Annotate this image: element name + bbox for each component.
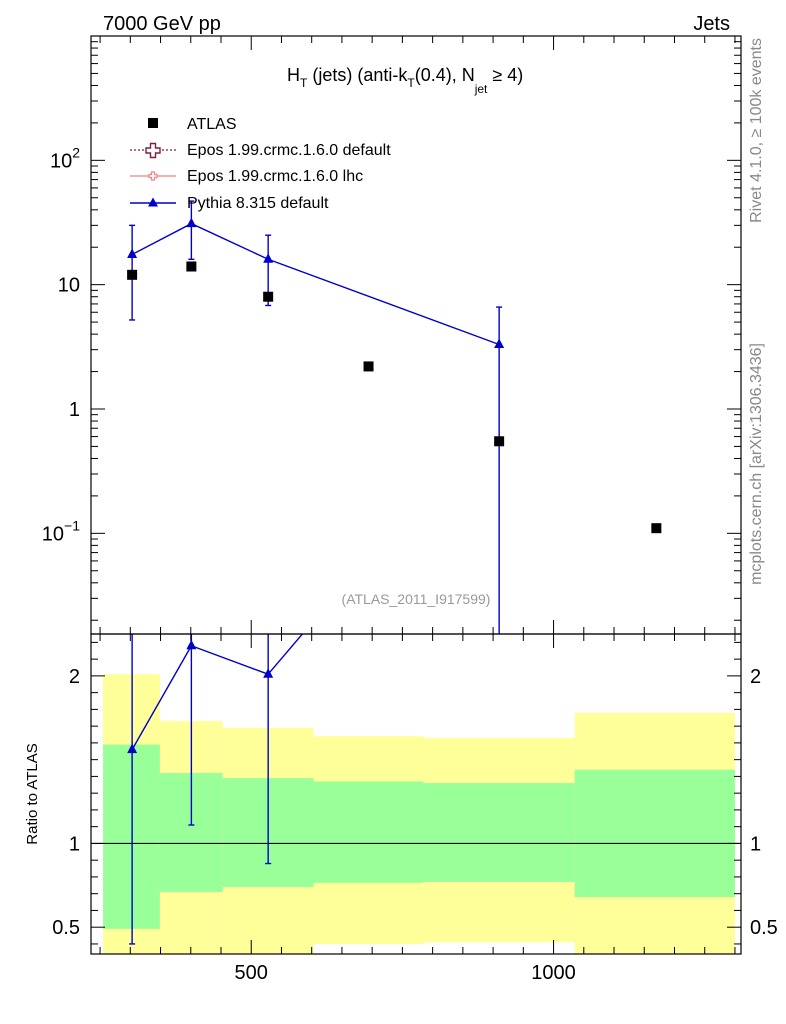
ratio-y-axis-label: Ratio to ATLAS xyxy=(24,743,41,844)
atlas-point xyxy=(363,361,374,372)
pythia-point xyxy=(186,217,197,228)
ratio-uncertainty-bands xyxy=(103,674,735,954)
title-h: H xyxy=(287,65,300,85)
pythia-ratio-point xyxy=(127,743,138,754)
pythia-point xyxy=(263,253,274,263)
main-y-tick-label: 10−1 xyxy=(42,517,80,545)
legend: ATLAS Epos 1.99.crmc.1.6.0 default Epos … xyxy=(130,116,391,212)
atlas-data-series xyxy=(127,261,662,534)
legend-label-pythia: Pythia 8.315 default xyxy=(187,195,329,212)
pythia-point xyxy=(127,248,138,258)
pythia-ratio-point xyxy=(263,668,274,678)
title-njet-sub: jet xyxy=(474,82,488,96)
legend-marker-pythia xyxy=(148,197,158,207)
main-y-tick-label-base: 10 xyxy=(42,523,64,545)
ratio-y-tick-label-left: 1 xyxy=(69,833,80,855)
main-y-tick-label-base: 1 xyxy=(69,399,80,421)
pythia-ratio-line xyxy=(267,633,303,675)
legend-marker-atlas xyxy=(148,118,158,128)
main-y-tick-label-base: 10 xyxy=(58,275,80,297)
legend-label-atlas: ATLAS xyxy=(187,116,237,133)
ratio-y-tick-labels: 0.5 0.5 1 1 2 2 xyxy=(52,666,778,939)
ratio-y-tick-label-right: 0.5 xyxy=(750,917,778,939)
pythia-main-series xyxy=(127,200,505,634)
x-tick-label: 500 xyxy=(235,962,268,984)
main-y-tick-label: 10 xyxy=(58,275,80,297)
main-y-tick-label-exponent: −1 xyxy=(64,517,80,533)
pythia-ratio-point xyxy=(186,639,197,650)
ratio-y-tick-label-right: 1 xyxy=(750,833,761,855)
title-kt-sub: T xyxy=(407,76,415,90)
pythia-point xyxy=(494,338,505,349)
source-label: mcplots.cern.ch [arXiv:1306.3436] xyxy=(748,343,765,585)
atlas-point xyxy=(127,269,138,280)
ratio-band-inner xyxy=(313,781,424,883)
ratio-y-tick-label-left: 2 xyxy=(69,666,80,688)
main-y-tick-label-exponent: 2 xyxy=(72,144,80,160)
atlas-point xyxy=(494,436,505,447)
title-mid: (jets) (anti-k xyxy=(307,65,408,85)
ratio-band-inner xyxy=(423,783,575,882)
ratio-plot-frame xyxy=(90,633,742,955)
main-ticks xyxy=(91,36,741,634)
title-after: (0.4), N xyxy=(415,65,475,85)
header-process: Jets xyxy=(693,13,730,35)
pythia-line xyxy=(131,222,500,346)
pythia-ratio-line xyxy=(191,645,269,675)
atlas-point xyxy=(651,523,662,534)
ratio-y-tick-label-right: 2 xyxy=(750,666,761,688)
pythia-ratio-line xyxy=(131,645,192,750)
main-y-tick-label: 1 xyxy=(69,399,80,421)
legend-marker-epos-default xyxy=(145,142,161,159)
legend-label-epos-lhc: Epos 1.99.crmc.1.6.0 lhc xyxy=(187,168,363,185)
legend-marker-epos-lhc xyxy=(148,171,158,181)
header-collision: 7000 GeV pp xyxy=(103,13,221,35)
legend-label-epos-default: Epos 1.99.crmc.1.6.0 default xyxy=(187,142,391,159)
analysis-label: (ATLAS_2011_I917599) xyxy=(342,591,491,607)
ratio-band-inner xyxy=(574,769,735,898)
ratio-plot: 0.5 0.5 1 1 2 2 500 1000 Ratio to ATLAS xyxy=(24,633,778,984)
x-tick-labels: 500 1000 xyxy=(235,962,576,984)
x-tick-label: 1000 xyxy=(531,962,576,984)
atlas-point xyxy=(186,261,197,272)
plot-title: HT (jets) (anti-kT(0.4), Njet ≥ 4) xyxy=(287,65,523,96)
pythia-ratio-series xyxy=(127,633,303,945)
title-h-sub: T xyxy=(300,76,308,90)
ratio-y-tick-label-left: 0.5 xyxy=(52,917,80,939)
atlas-point xyxy=(263,291,274,302)
ratio-ticks xyxy=(91,634,741,954)
main-y-tick-label: 102 xyxy=(50,144,80,172)
title-tail: ≥ 4) xyxy=(487,65,523,85)
main-y-tick-label-base: 10 xyxy=(50,150,72,172)
rivet-version-label: Rivet 4.1.0, ≥ 100k events xyxy=(748,38,765,223)
